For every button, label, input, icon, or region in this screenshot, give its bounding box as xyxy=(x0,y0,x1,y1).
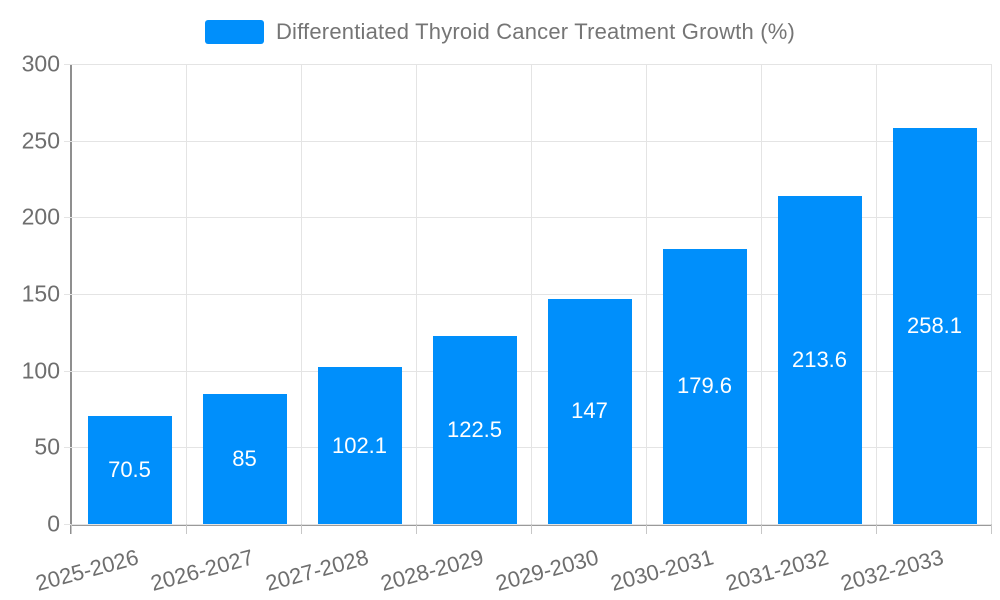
bar-2032-2033[interactable] xyxy=(892,128,977,524)
bar-2028-2029[interactable] xyxy=(432,336,517,524)
bar-2027-2028[interactable] xyxy=(317,367,402,524)
y-axis-label: 0 xyxy=(47,510,60,537)
y-axis-label: 100 xyxy=(21,357,60,384)
x-axis-tick xyxy=(876,524,877,534)
gridline-h xyxy=(64,217,992,219)
gridline-h xyxy=(64,140,992,142)
bar-value-label: 122.5 xyxy=(446,417,503,443)
y-axis-label: 300 xyxy=(21,50,60,77)
x-axis-tick xyxy=(991,524,992,534)
legend-swatch xyxy=(204,20,264,44)
bar-2031-2032[interactable] xyxy=(777,196,862,524)
gridline-v xyxy=(876,64,877,524)
bar-2030-2031[interactable] xyxy=(662,248,747,524)
gridline-v xyxy=(301,64,302,524)
gridline-h xyxy=(64,524,992,525)
gridline-v xyxy=(186,64,187,524)
gridline-v xyxy=(531,64,532,524)
bar-2029-2030[interactable] xyxy=(547,298,632,524)
x-axis-tick xyxy=(186,524,187,534)
gridline-v xyxy=(991,64,992,524)
bar-value-label: 258.1 xyxy=(906,313,963,339)
x-axis-tick xyxy=(301,524,302,534)
bar-value-label: 102.1 xyxy=(331,432,388,458)
plot-area: 70.5 85 102.1 122.5 147 179.6 213.6 258.1 xyxy=(64,64,992,534)
gridline-h xyxy=(64,447,992,449)
y-axis-label: 250 xyxy=(21,127,60,154)
y-axis-label: 50 xyxy=(34,433,60,460)
x-axis-tick xyxy=(71,524,72,534)
gridline-v xyxy=(646,64,647,524)
gridline-h xyxy=(64,294,992,295)
gridline-h xyxy=(64,370,992,372)
x-axis-tick xyxy=(761,524,762,534)
bar-2026-2027[interactable] xyxy=(202,393,287,524)
y-axis-line xyxy=(70,64,72,534)
bar-value-label: 85 xyxy=(232,445,257,471)
bar-value-label: 213.6 xyxy=(791,347,848,373)
y-axis-label: 150 xyxy=(21,280,60,307)
x-axis-tick xyxy=(646,524,647,534)
x-axis-tick xyxy=(531,524,532,534)
bar-value-label: 147 xyxy=(571,398,608,424)
bar-value-label: 179.6 xyxy=(676,373,733,399)
bar-2025-2026[interactable] xyxy=(87,415,172,524)
legend-label: Differentiated Thyroid Cancer Treatment … xyxy=(275,19,796,44)
gridline-h xyxy=(64,64,992,65)
legend[interactable]: Differentiated Thyroid Cancer Treatment … xyxy=(0,14,1000,50)
gridline-v xyxy=(761,64,762,524)
gridline-v xyxy=(416,64,417,524)
y-axis-label: 200 xyxy=(21,203,60,230)
bar-value-label: 70.5 xyxy=(108,456,151,482)
x-axis-tick xyxy=(416,524,417,534)
